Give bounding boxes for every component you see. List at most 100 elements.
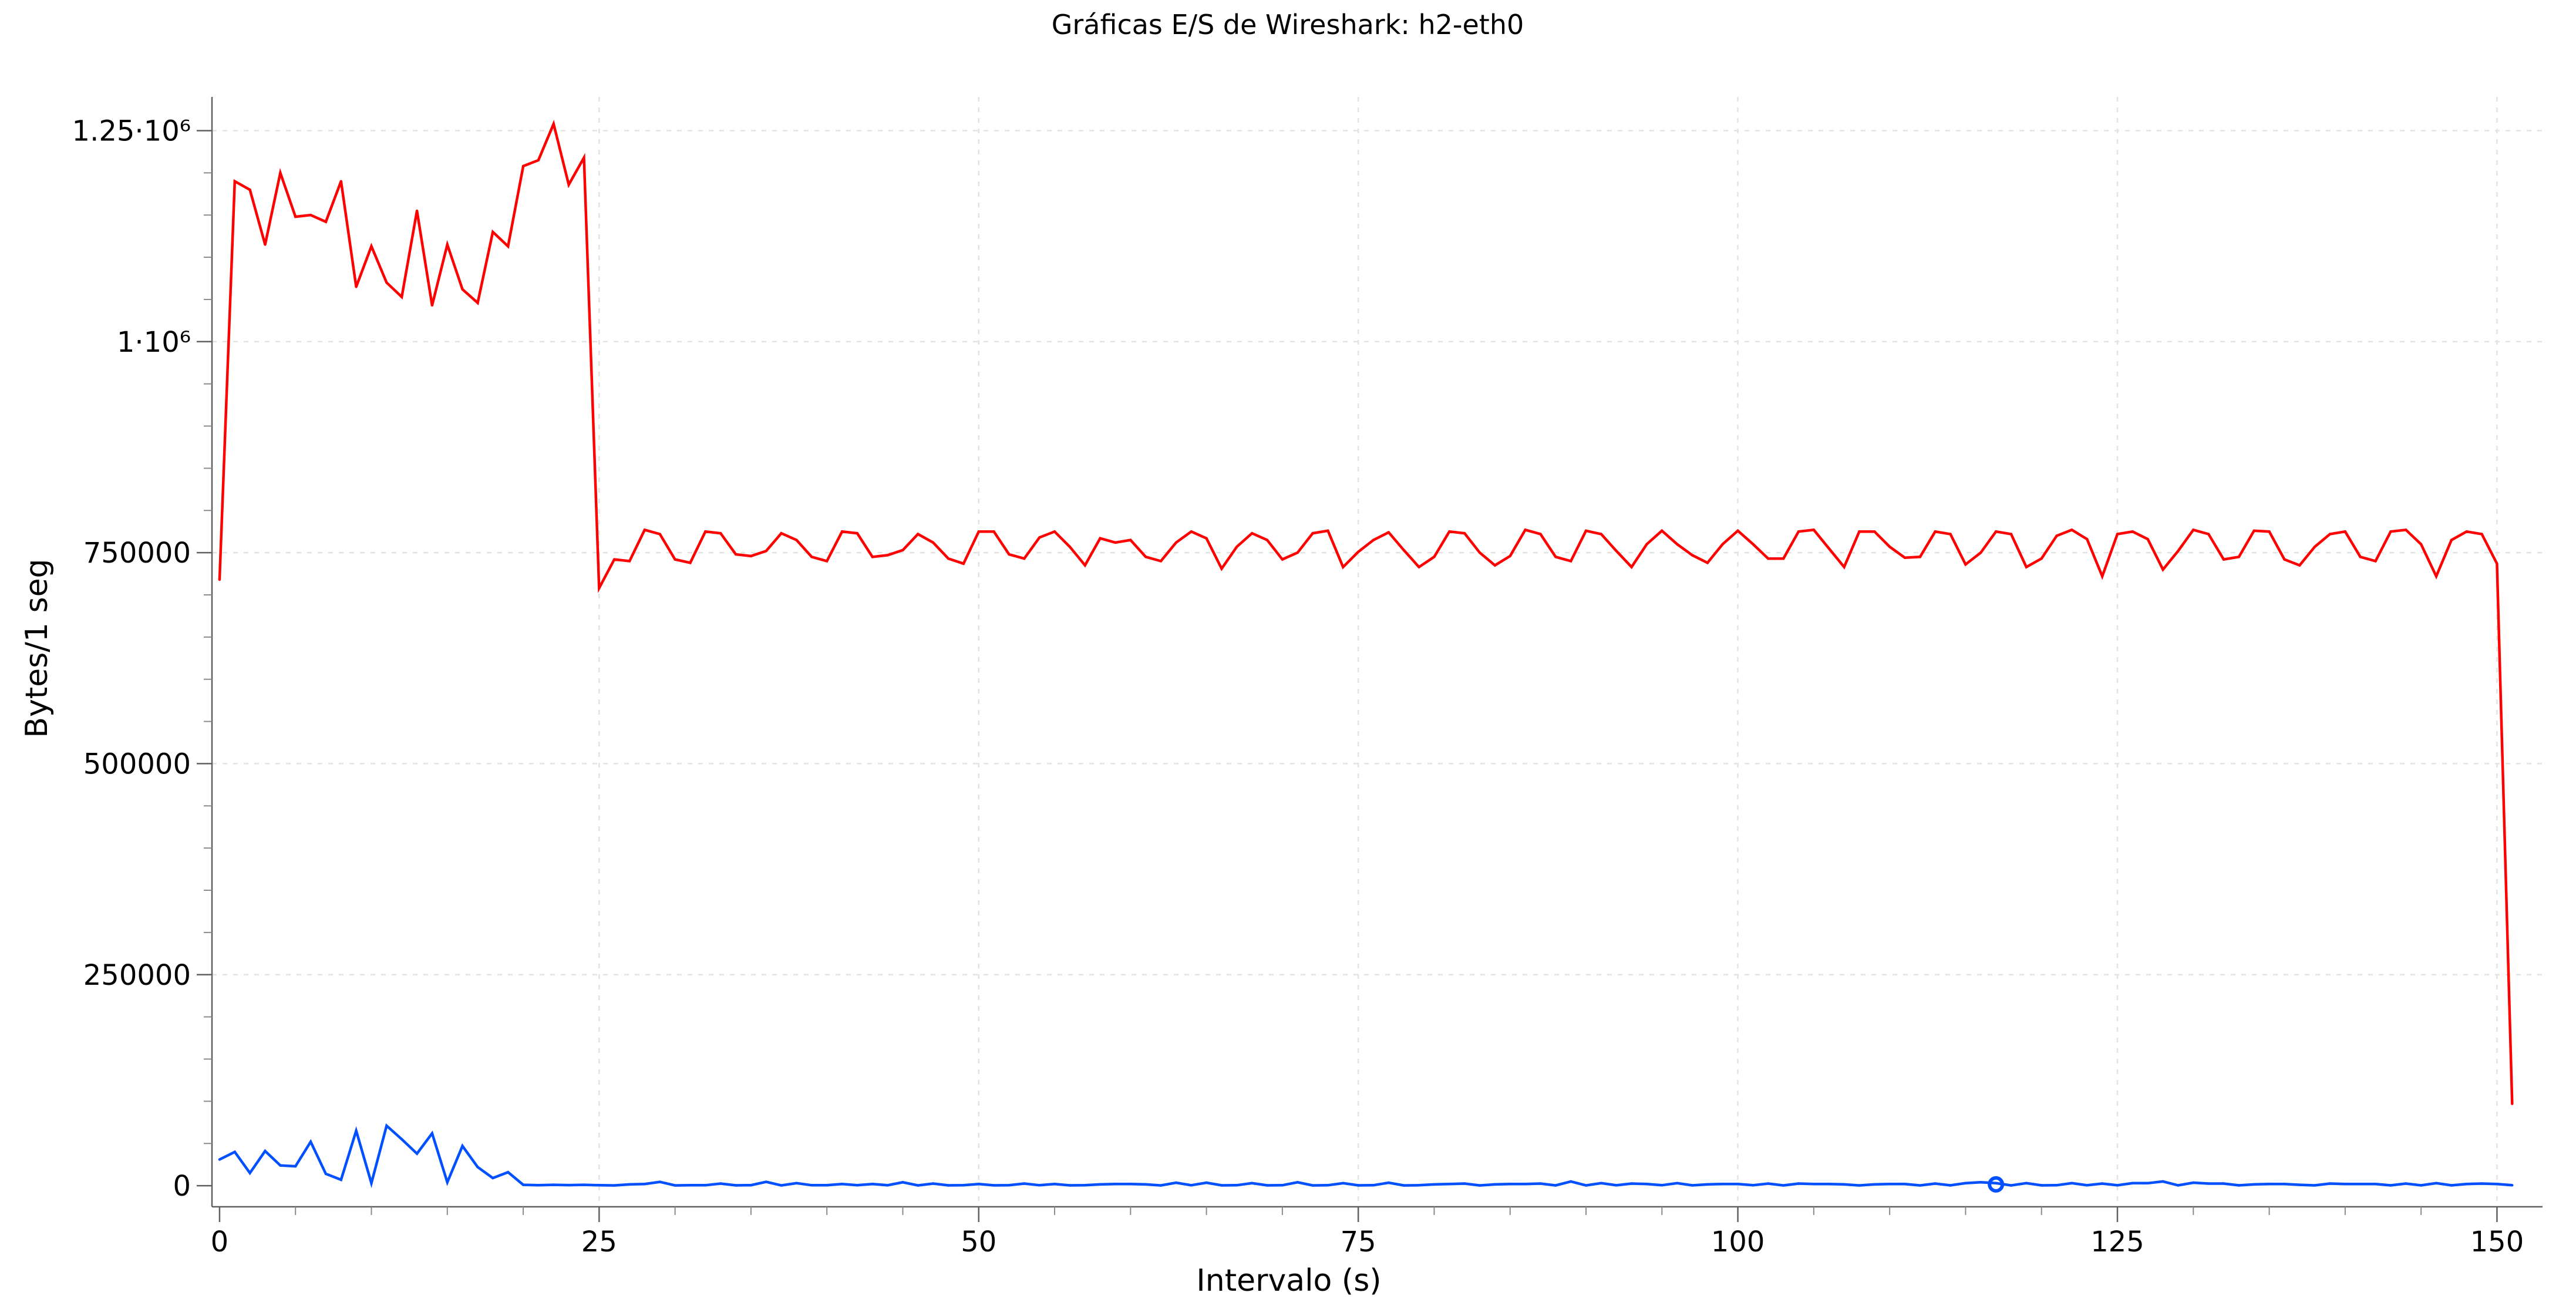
data-point xyxy=(2161,1180,2164,1183)
data-point xyxy=(2268,530,2271,533)
data-point xyxy=(1265,538,1269,541)
data-point xyxy=(1600,1182,1603,1185)
y-tick-label: 1.25·10⁶ xyxy=(72,115,191,147)
data-point xyxy=(2009,533,2013,536)
data-point xyxy=(1706,1183,1709,1186)
data-point xyxy=(1736,529,1739,532)
data-point xyxy=(1995,1182,1998,1185)
data-point xyxy=(1782,557,1785,560)
data-point xyxy=(2116,533,2119,536)
data-point xyxy=(1311,531,1314,535)
data-point xyxy=(1342,566,1345,568)
data-point xyxy=(370,245,373,248)
data-point xyxy=(400,1137,403,1141)
data-point xyxy=(2328,533,2332,536)
data-point xyxy=(734,1184,738,1187)
data-point xyxy=(2328,1182,2332,1185)
data-point xyxy=(355,285,358,288)
data-point xyxy=(355,1129,358,1132)
data-point xyxy=(1752,1184,1755,1187)
data-point xyxy=(1023,1182,1026,1185)
y-tick-label: 0 xyxy=(173,1170,191,1203)
data-point xyxy=(1691,1184,1694,1187)
data-point xyxy=(2359,556,2362,558)
data-point xyxy=(1251,531,1254,535)
data-point xyxy=(1144,1183,1147,1186)
data-point xyxy=(1964,1182,1967,1185)
data-point xyxy=(218,1158,221,1161)
data-point xyxy=(415,209,419,213)
data-point xyxy=(1220,567,1223,570)
data-point xyxy=(1478,551,1481,554)
data-point xyxy=(1873,1183,1876,1186)
data-point xyxy=(947,557,950,560)
data-point xyxy=(613,1184,616,1187)
x-tick-label: 125 xyxy=(2090,1226,2144,1258)
data-point xyxy=(1782,1184,1785,1187)
data-point xyxy=(1296,551,1299,554)
data-point xyxy=(1008,553,1011,556)
data-point xyxy=(2009,1184,2013,1187)
data-point xyxy=(294,1164,297,1168)
data-point xyxy=(826,560,829,563)
data-point xyxy=(1008,1184,1011,1187)
data-point xyxy=(385,281,388,284)
y-axis-label: Bytes/1 seg xyxy=(19,558,55,738)
axes xyxy=(197,97,2543,1222)
data-point xyxy=(1661,1184,1664,1187)
data-point xyxy=(521,164,525,168)
selected-point-marker xyxy=(1988,1176,2005,1193)
data-point xyxy=(1888,1183,1891,1186)
data-point xyxy=(780,1184,783,1187)
data-point xyxy=(1736,1183,1739,1186)
series-0-line xyxy=(218,119,2514,1104)
data-point xyxy=(2450,538,2453,541)
data-point xyxy=(339,180,342,183)
chart-title: Gráficas E/S de Wireshark: h2-eth0 xyxy=(1052,9,1524,41)
data-point xyxy=(2389,1184,2392,1187)
data-point xyxy=(324,1172,328,1176)
data-point xyxy=(2207,1182,2210,1185)
data-point xyxy=(2343,530,2347,533)
data-point xyxy=(1038,536,1041,539)
data-point xyxy=(218,578,221,581)
data-point xyxy=(2480,533,2483,536)
data-point xyxy=(2359,1183,2362,1186)
series-0 xyxy=(218,119,2514,1105)
data-point xyxy=(1448,1183,1451,1186)
data-point xyxy=(643,1183,646,1186)
data-point xyxy=(1235,545,1238,548)
data-point xyxy=(2298,564,2301,567)
data-point xyxy=(2146,1182,2149,1185)
data-point xyxy=(1827,547,1830,550)
data-point xyxy=(932,541,935,544)
data-point xyxy=(1174,541,1178,544)
data-point xyxy=(917,1184,920,1187)
data-point xyxy=(1205,537,1208,540)
data-point xyxy=(1174,1181,1178,1184)
data-point xyxy=(1326,1184,1329,1187)
data-point xyxy=(719,531,722,535)
data-point xyxy=(324,220,328,223)
data-point xyxy=(1721,1183,1724,1186)
data-point xyxy=(1402,548,1405,551)
data-point xyxy=(1918,1184,1922,1187)
data-point xyxy=(1190,1184,1193,1187)
data-point xyxy=(1417,1184,1420,1187)
data-point xyxy=(507,245,510,248)
data-point xyxy=(1524,1183,1527,1186)
data-point xyxy=(765,1180,768,1183)
data-point xyxy=(1600,533,1603,536)
data-point xyxy=(1129,1183,1132,1186)
data-point xyxy=(2405,1182,2407,1185)
data-point xyxy=(2419,1184,2423,1187)
x-tick-label: 75 xyxy=(1341,1226,1376,1258)
data-point xyxy=(1615,1184,1618,1187)
data-point xyxy=(1995,530,1998,533)
data-point xyxy=(1478,1184,1481,1187)
data-point xyxy=(2313,545,2316,548)
data-point xyxy=(704,530,707,533)
data-point xyxy=(1068,545,1072,548)
data-point xyxy=(1220,1184,1223,1187)
